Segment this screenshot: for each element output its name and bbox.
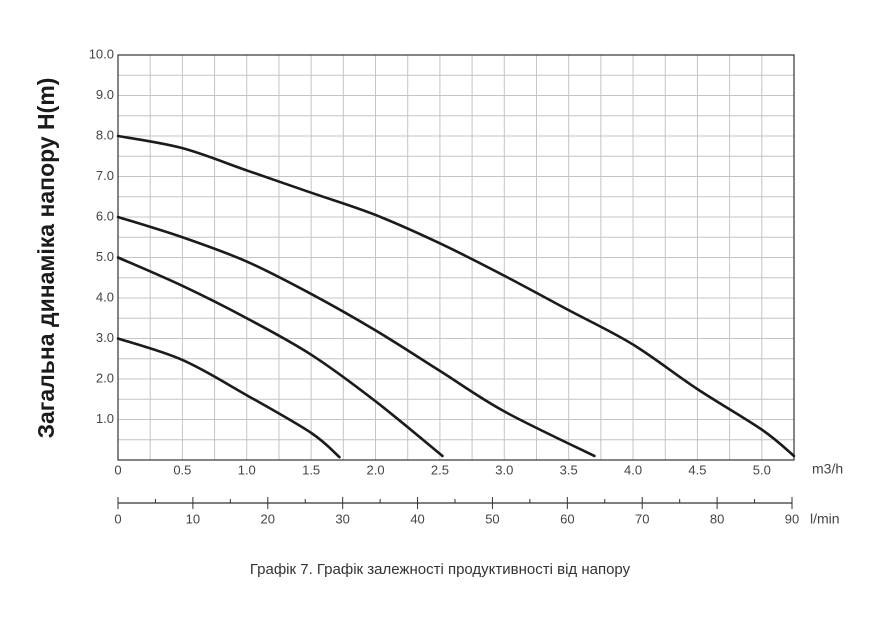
y-tick-label: 10.0: [89, 46, 114, 61]
x-tick-label: 3.5: [560, 462, 578, 477]
y-tick-label: 5.0: [96, 249, 114, 264]
x-tick-label: 2.0: [366, 462, 384, 477]
x2-tick-label: 30: [335, 511, 349, 526]
x-tick-label: 2.5: [431, 462, 449, 477]
y-tick-label: 4.0: [96, 289, 114, 304]
x2-tick-label: 70: [635, 511, 649, 526]
x-tick-label: 0: [114, 462, 121, 477]
x2-tick-label: 50: [485, 511, 499, 526]
y-tick-label: 7.0: [96, 168, 114, 183]
y-tick-label: 1.0: [96, 411, 114, 426]
pump-curve: [116, 256, 444, 458]
x-tick-label: 4.0: [624, 462, 642, 477]
pump-curve: [116, 134, 796, 458]
caption: Графік 7. Графік залежності продуктивнос…: [250, 561, 631, 578]
y-tick-label: 2.0: [96, 370, 114, 385]
y-tick-label: 6.0: [96, 208, 114, 223]
x2-tick-label: 0: [114, 511, 121, 526]
x-tick-label: 5.0: [753, 462, 771, 477]
x-unit: m3/h: [812, 461, 843, 477]
x2-tick-label: 60: [560, 511, 574, 526]
pump-curve: [116, 215, 596, 458]
y-tick-label: 8.0: [96, 127, 114, 142]
x2-tick-label: 90: [785, 511, 799, 526]
x2-unit: l/min: [810, 511, 840, 527]
y-axis-label: Загальна динаміка напору H(m): [33, 78, 59, 439]
x2-tick-label: 20: [261, 511, 275, 526]
x2-tick-label: 80: [710, 511, 724, 526]
x-tick-label: 1.5: [302, 462, 320, 477]
y-tick-label: 9.0: [96, 87, 114, 102]
x-tick-label: 0.5: [173, 462, 191, 477]
x-tick-label: 1.0: [238, 462, 256, 477]
y-tick-label: 3.0: [96, 330, 114, 345]
x-tick-label: 3.0: [495, 462, 513, 477]
x2-tick-label: 40: [410, 511, 424, 526]
x2-tick-label: 10: [186, 511, 200, 526]
pump-curve: [116, 337, 341, 459]
x-tick-label: 4.5: [688, 462, 706, 477]
